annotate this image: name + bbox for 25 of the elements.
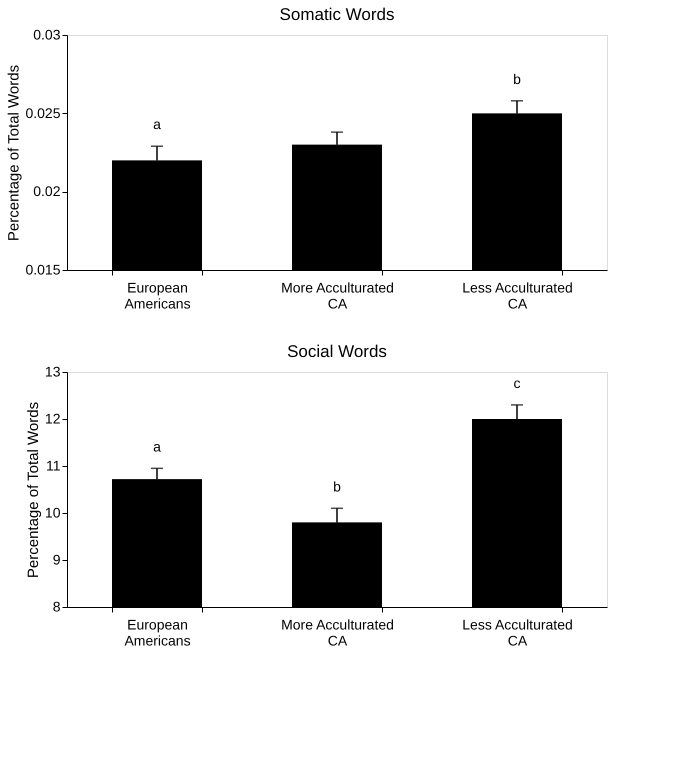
y-tick-label: 8 xyxy=(52,598,61,614)
data-label: b xyxy=(513,70,522,87)
x-tick-label: More Acculturated CA xyxy=(281,616,394,648)
y-axis-title: Percentage of Total Words xyxy=(5,64,22,242)
x-tick-label: European Americans xyxy=(124,280,191,312)
x-tick-label: Less Acculturated CA xyxy=(462,616,573,648)
chart-title: Somatic Words xyxy=(280,5,394,24)
y-tick-label: 0.025 xyxy=(25,104,61,121)
x-tick-label: More Acculturated CA xyxy=(281,280,394,312)
y-tick-label: 0.03 xyxy=(33,26,61,42)
y-tick-label: 12 xyxy=(44,410,61,426)
y-axis-title: Percentage of Total Words xyxy=(24,402,42,578)
x-tick-label: European Americans xyxy=(124,616,191,648)
y-tick-label: 10 xyxy=(44,504,61,520)
y-tick-label: 11 xyxy=(46,458,61,474)
x-tick-label: Less Acculturated CA xyxy=(462,280,573,312)
data-label: a xyxy=(153,438,162,454)
y-tick-label: 9 xyxy=(52,552,61,568)
data-label: c xyxy=(514,374,520,391)
y-tick-label: 0.015 xyxy=(25,262,61,278)
chart-title: Social Words xyxy=(287,342,387,361)
y-tick-label: 0.02 xyxy=(33,183,61,200)
y-tick-label: 13 xyxy=(44,364,61,380)
data-label: b xyxy=(333,478,342,494)
data-label: a xyxy=(153,116,162,132)
